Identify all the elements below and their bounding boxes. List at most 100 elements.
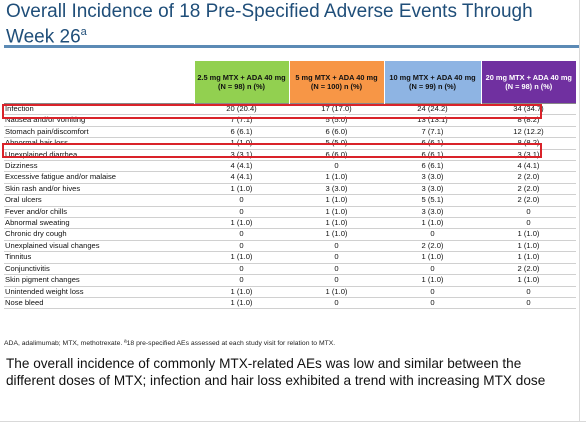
row-value: 0 bbox=[289, 160, 384, 173]
table-row: Infection 20 (20.4) 17 (17.0) 24 (24.2) 34 (… bbox=[4, 102, 576, 116]
row-value: 0 bbox=[481, 217, 576, 230]
table-row: Stomach pain/discomfort 6 (6.1) 6 (6.0) 7 (… bbox=[4, 126, 576, 139]
row-label: Fever and/or chills bbox=[4, 206, 194, 219]
adverse-events-table: 2.5 mg MTX + ADA 40 mg (N = 98) n (%) 5 … bbox=[4, 61, 576, 310]
table-row: Skin rash and/or hives 1 (1.0) 3 (3.0) 3 (3… bbox=[4, 183, 576, 196]
slide-title: Overall Incidence of 18 Pre-Specified Ad… bbox=[6, 1, 566, 48]
row-value: 1 (1.0) bbox=[384, 251, 481, 264]
row-value: 34 (34.7) bbox=[481, 102, 576, 116]
row-value: 1 (1.0) bbox=[481, 228, 576, 241]
row-value: 5 (5.0) bbox=[289, 137, 384, 150]
row-label: Nausea and/or vomiting bbox=[4, 114, 194, 127]
row-value: 0 bbox=[289, 297, 384, 310]
row-value: 0 bbox=[481, 206, 576, 219]
row-label: Infection bbox=[4, 102, 194, 116]
table-row: Excessive fatigue and/or malaise 4 (4.1) 1… bbox=[4, 171, 576, 184]
row-value: 1 (1.0) bbox=[194, 297, 289, 310]
slide-title-text: Overall Incidence of 18 Pre-Specified Ad… bbox=[6, 1, 533, 48]
table-row: Unintended weight loss 1 (1.0) 1 (1.0) 0 0 bbox=[4, 286, 576, 298]
row-value: 1 (1.0) bbox=[289, 228, 384, 241]
row-value: 13 (13.1) bbox=[384, 114, 481, 127]
row-value: 3 (3.0) bbox=[289, 183, 384, 196]
row-value: 1 (1.0) bbox=[481, 251, 576, 264]
row-value: 3 (3.0) bbox=[384, 171, 481, 184]
row-value: 1 (1.0) bbox=[289, 206, 384, 219]
row-value: 2 (2.0) bbox=[481, 194, 576, 207]
row-value: 12 (12.2) bbox=[481, 126, 576, 139]
row-label: Skin rash and/or hives bbox=[4, 183, 194, 196]
row-value: 0 bbox=[289, 251, 384, 264]
row-value: 7 (7.1) bbox=[194, 114, 289, 127]
table-row: Nausea and/or vomiting 7 (7.1) 5 (5.0) 13 (… bbox=[4, 114, 576, 127]
row-value: 1 (1.0) bbox=[289, 286, 384, 298]
row-value: 2 (2.0) bbox=[481, 183, 576, 196]
row-label: Conjunctivitis bbox=[4, 263, 194, 276]
table-row: Fever and/or chills 0 1 (1.0) 3 (3.0) 0 bbox=[4, 206, 576, 219]
row-value: 3 (3.0) bbox=[384, 183, 481, 196]
row-value: 1 (1.0) bbox=[194, 251, 289, 264]
table-row: Oral ulcers 0 1 (1.0) 5 (5.1) 2 (2.0) bbox=[4, 194, 576, 207]
row-value: 2 (2.0) bbox=[481, 171, 576, 184]
row-label: Stomach pain/discomfort bbox=[4, 126, 194, 139]
row-value: 0 bbox=[384, 297, 481, 310]
row-value: 20 (20.4) bbox=[194, 102, 289, 116]
row-value: 4 (4.1) bbox=[481, 160, 576, 173]
row-value: 6 (6.1) bbox=[194, 126, 289, 139]
row-value: 1 (1.0) bbox=[481, 274, 576, 287]
table-row: Abnormal sweating 1 (1.0) 1 (1.0) 1 (1.0) 0 bbox=[4, 217, 576, 230]
row-label: Abnormal sweating bbox=[4, 217, 194, 230]
row-value: 2 (2.0) bbox=[384, 240, 481, 253]
row-value: 6 (6.0) bbox=[289, 149, 384, 162]
row-value: 0 bbox=[194, 206, 289, 219]
row-value: 1 (1.0) bbox=[384, 217, 481, 230]
table-row: Dizziness 4 (4.1) 0 6 (6.1) 4 (4.1) bbox=[4, 160, 576, 173]
title-underline bbox=[4, 45, 580, 48]
summary-text: The overall incidence of commonly MTX-re… bbox=[6, 356, 546, 388]
row-value: 1 (1.0) bbox=[289, 171, 384, 184]
row-value: 0 bbox=[384, 263, 481, 276]
row-value: 7 (7.1) bbox=[384, 126, 481, 139]
row-value: 4 (4.1) bbox=[194, 160, 289, 173]
table-header-row: 2.5 mg MTX + ADA 40 mg (N = 98) n (%) 5 … bbox=[4, 61, 576, 104]
row-value: 0 bbox=[194, 194, 289, 207]
row-label: Excessive fatigue and/or malaise bbox=[4, 171, 194, 184]
header-5mg: 5 mg MTX + ADA 40 mg (N = 100) n (%) bbox=[288, 61, 384, 104]
table-body: Infection 20 (20.4) 17 (17.0) 24 (24.2) 34 (… bbox=[4, 102, 576, 310]
row-value: 1 (1.0) bbox=[289, 217, 384, 230]
row-label: Unexplained visual changes bbox=[4, 240, 194, 253]
row-label: Skin pigment changes bbox=[4, 274, 194, 287]
row-value: 0 bbox=[194, 263, 289, 276]
row-value: 8 (8.2) bbox=[481, 137, 576, 150]
table-row: Abnormal hair loss 1 (1.0) 5 (5.0) 6 (6.1) 8… bbox=[4, 137, 576, 150]
row-value: 3 (3.0) bbox=[384, 206, 481, 219]
table-row: Conjunctivitis 0 0 0 2 (2.0) bbox=[4, 263, 576, 276]
row-label: Dizziness bbox=[4, 160, 194, 173]
row-value: 0 bbox=[289, 240, 384, 253]
row-value: 2 (2.0) bbox=[481, 263, 576, 276]
row-value: 0 bbox=[194, 240, 289, 253]
row-label: Tinnitus bbox=[4, 251, 194, 264]
row-value: 1 (1.0) bbox=[194, 217, 289, 230]
row-value: 6 (6.1) bbox=[384, 137, 481, 150]
footnote: ADA, adalimumab; MTX, methotrexate. ª18 … bbox=[4, 340, 336, 347]
row-value: 0 bbox=[194, 274, 289, 287]
row-value: 0 bbox=[289, 274, 384, 287]
row-value: 0 bbox=[289, 263, 384, 276]
table-row: Unexplained diarrhea 3 (3.1) 6 (6.0) 6 (6.1… bbox=[4, 149, 576, 162]
table-row: Skin pigment changes 0 0 1 (1.0) 1 (1.0) bbox=[4, 274, 576, 287]
row-value: 0 bbox=[384, 228, 481, 241]
header-20mg: 20 mg MTX + ADA 40 mg (N = 98) n (%) bbox=[480, 61, 576, 104]
row-value: 5 (5.1) bbox=[384, 194, 481, 207]
slide-title-superscript: a bbox=[80, 26, 87, 38]
row-label: Unexplained diarrhea bbox=[4, 149, 194, 162]
row-value: 6 (6.1) bbox=[384, 160, 481, 173]
row-value: 1 (1.0) bbox=[194, 183, 289, 196]
row-label: Chronic dry cough bbox=[4, 228, 194, 241]
header-10mg: 10 mg MTX + ADA 40 mg (N = 99) n (%) bbox=[383, 61, 481, 104]
row-value: 1 (1.0) bbox=[384, 274, 481, 287]
row-value: 1 (1.0) bbox=[194, 286, 289, 298]
table-row: Tinnitus 1 (1.0) 0 1 (1.0) 1 (1.0) bbox=[4, 251, 576, 264]
row-value: 1 (1.0) bbox=[289, 194, 384, 207]
header-2-5mg: 2.5 mg MTX + ADA 40 mg (N = 98) n (%) bbox=[193, 61, 289, 104]
row-value: 1 (1.0) bbox=[194, 137, 289, 150]
